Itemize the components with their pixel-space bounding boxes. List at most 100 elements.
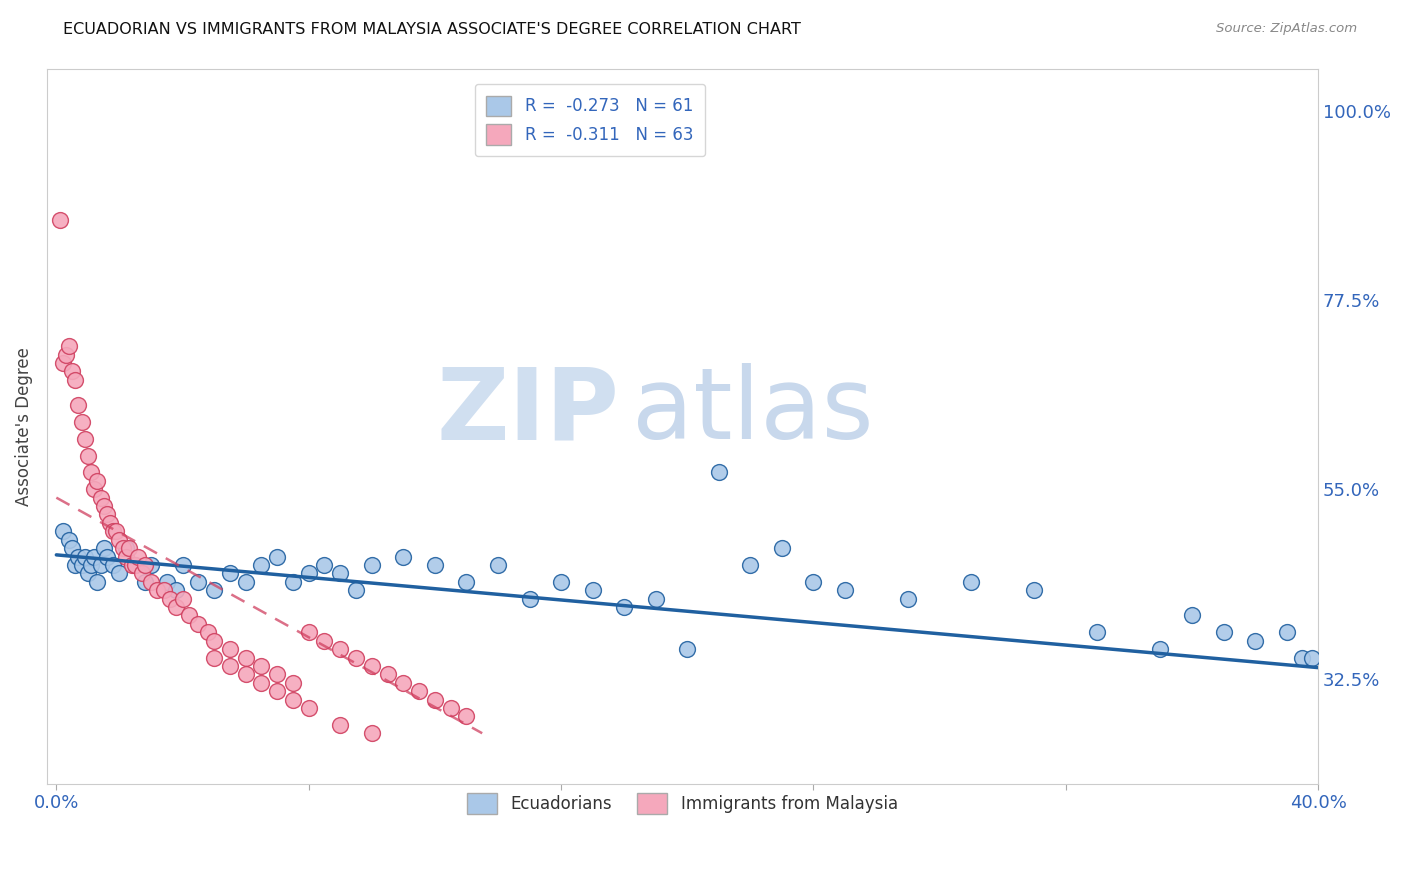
Point	[360, 726, 382, 740]
Point	[235, 574, 257, 589]
Point	[55, 348, 77, 362]
Point	[360, 558, 382, 572]
Point	[314, 633, 336, 648]
Point	[960, 574, 983, 589]
Point	[250, 659, 273, 673]
Point	[60, 541, 83, 556]
Point	[1024, 583, 1046, 598]
Point	[707, 466, 730, 480]
Point	[108, 566, 131, 581]
Point	[86, 574, 108, 589]
Point	[281, 574, 304, 589]
Legend: Ecuadorians, Immigrants from Malaysia: Ecuadorians, Immigrants from Malaysia	[456, 781, 910, 825]
Point	[156, 574, 179, 589]
Point	[281, 675, 304, 690]
Point	[329, 566, 352, 581]
Point	[550, 574, 572, 589]
Point	[344, 650, 367, 665]
Point	[897, 591, 920, 606]
Point	[73, 549, 96, 564]
Point	[67, 398, 90, 412]
Point	[101, 558, 124, 572]
Point	[519, 591, 541, 606]
Point	[58, 533, 80, 547]
Point	[1085, 625, 1108, 640]
Point	[89, 558, 111, 572]
Point	[235, 667, 257, 681]
Point	[298, 625, 321, 640]
Point	[70, 415, 93, 429]
Point	[197, 625, 219, 640]
Point	[114, 541, 136, 556]
Point	[101, 524, 124, 539]
Point	[52, 524, 75, 539]
Text: ZIP: ZIP	[436, 363, 619, 460]
Point	[834, 583, 856, 598]
Point	[250, 558, 273, 572]
Point	[139, 574, 162, 589]
Point	[83, 482, 105, 496]
Point	[266, 667, 288, 681]
Point	[298, 701, 321, 715]
Point	[456, 574, 478, 589]
Point	[73, 432, 96, 446]
Point	[139, 558, 162, 572]
Point	[70, 558, 93, 572]
Point	[172, 558, 194, 572]
Point	[93, 541, 115, 556]
Point	[134, 558, 156, 572]
Point	[218, 566, 240, 581]
Point	[329, 718, 352, 732]
Point	[377, 667, 399, 681]
Point	[80, 466, 103, 480]
Point	[1244, 633, 1267, 648]
Point	[77, 449, 100, 463]
Text: atlas: atlas	[631, 363, 873, 460]
Point	[202, 650, 225, 665]
Point	[298, 566, 321, 581]
Point	[740, 558, 762, 572]
Point	[165, 600, 187, 615]
Point	[486, 558, 509, 572]
Point	[80, 558, 103, 572]
Point	[250, 675, 273, 690]
Point	[146, 583, 169, 598]
Point	[803, 574, 825, 589]
Point	[111, 541, 134, 556]
Point	[93, 499, 115, 513]
Point	[65, 373, 87, 387]
Point	[1291, 650, 1313, 665]
Point	[58, 339, 80, 353]
Point	[1275, 625, 1298, 640]
Point	[114, 549, 136, 564]
Point	[124, 558, 146, 572]
Point	[281, 692, 304, 706]
Point	[48, 213, 70, 227]
Point	[1181, 608, 1204, 623]
Point	[423, 558, 446, 572]
Point	[152, 583, 174, 598]
Point	[392, 675, 415, 690]
Text: ECUADORIAN VS IMMIGRANTS FROM MALAYSIA ASSOCIATE'S DEGREE CORRELATION CHART: ECUADORIAN VS IMMIGRANTS FROM MALAYSIA A…	[63, 22, 801, 37]
Point	[60, 364, 83, 378]
Point	[172, 591, 194, 606]
Point	[187, 574, 209, 589]
Text: Source: ZipAtlas.com: Source: ZipAtlas.com	[1216, 22, 1357, 36]
Point	[676, 642, 699, 657]
Point	[131, 566, 153, 581]
Point	[360, 659, 382, 673]
Point	[266, 684, 288, 698]
Point	[202, 633, 225, 648]
Y-axis label: Associate's Degree: Associate's Degree	[15, 347, 32, 506]
Point	[86, 474, 108, 488]
Point	[52, 356, 75, 370]
Point	[1301, 650, 1323, 665]
Point	[121, 558, 143, 572]
Point	[1212, 625, 1234, 640]
Point	[124, 558, 146, 572]
Point	[218, 659, 240, 673]
Point	[770, 541, 793, 556]
Point	[96, 549, 118, 564]
Point	[77, 566, 100, 581]
Point	[235, 650, 257, 665]
